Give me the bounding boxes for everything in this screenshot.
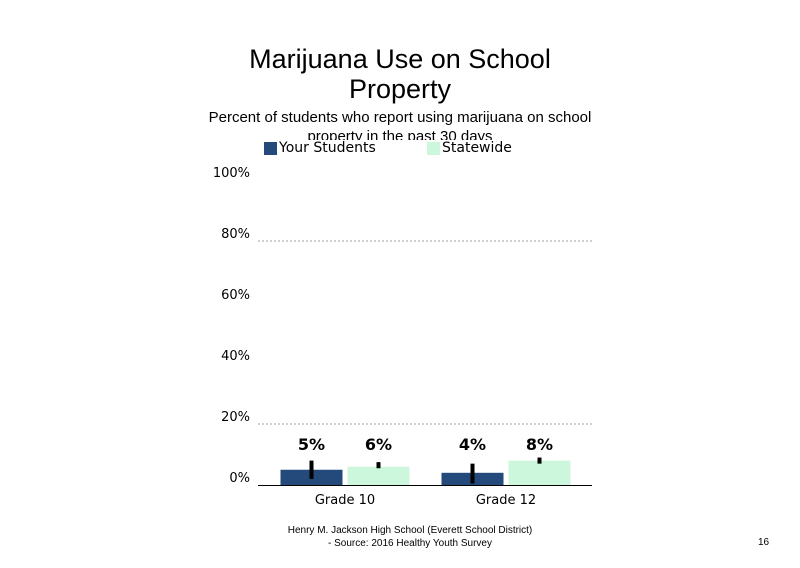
footer-source: - Source: 2016 Healthy Youth Survey [328,538,492,549]
footer: Henry M. Jackson High School (Everett Sc… [240,524,580,550]
y-tick-label: 0% [229,471,250,486]
chart-title: Marijuana Use on School Property [249,44,551,104]
footer-school: Henry M. Jackson High School (Everett Sc… [287,525,533,536]
data-label: 5% [298,435,325,454]
y-tick-label: 100% [213,166,250,181]
y-tick-label: 80% [221,227,250,242]
y-tick-label: 40% [221,349,250,364]
x-tick-label: Grade 12 [476,493,536,508]
data-label: 4% [459,435,486,454]
data-label: 8% [526,435,553,454]
legend-swatch-your-students [264,142,277,155]
data-label: 6% [365,435,392,454]
y-tick-label: 20% [221,410,250,425]
legend-swatch-statewide [427,142,440,155]
y-tick-label: 60% [221,288,250,303]
legend-label-statewide: Statewide [442,140,512,156]
chart-subtitle: Percent of students who report using mar… [208,109,592,140]
legend-label-your-students: Your Students [279,140,376,156]
bar [347,466,410,485]
x-tick-label: Grade 10 [315,493,375,508]
page-number: 16 [758,537,770,548]
bar [508,460,571,485]
